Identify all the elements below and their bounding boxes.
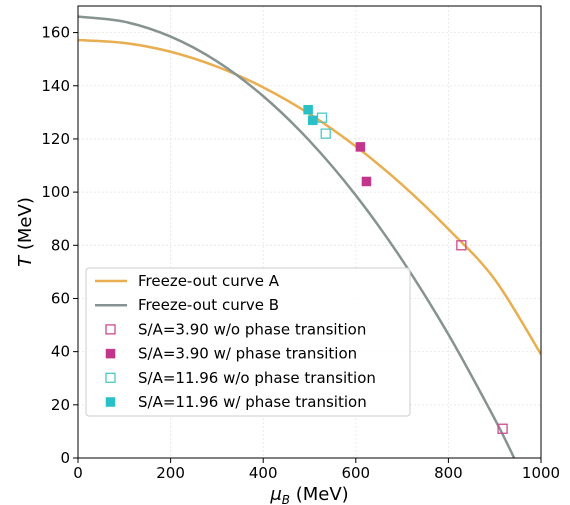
data-point-series-1 bbox=[456, 240, 467, 251]
x-tick-label: 600 bbox=[341, 464, 370, 482]
data-point-series-4 bbox=[303, 104, 313, 115]
x-tick-label: 1000 bbox=[522, 464, 560, 482]
data-point-series-2 bbox=[361, 176, 372, 187]
ticks: 0 200 400 600 800 1000 0 20 40 60 80 100 120 140 160 bbox=[41, 24, 560, 482]
y-tick-label: 20 bbox=[51, 396, 70, 414]
legend-box bbox=[85, 267, 411, 417]
legend-entry-curve-2: Freeze-out curve B bbox=[138, 296, 279, 314]
x-tick-label: 0 bbox=[73, 464, 83, 482]
x-tick-label: 400 bbox=[249, 464, 278, 482]
legend: Freeze-out curve A Freeze-out curve B S/A=… bbox=[85, 267, 411, 417]
legend-entry-markers-1: S/A=3.90 w/o phase transition bbox=[138, 320, 366, 338]
y-tick-label: 60 bbox=[51, 289, 70, 307]
y-tick-label: 160 bbox=[41, 24, 70, 42]
y-tick-label: 80 bbox=[51, 236, 70, 254]
y-axis-label: T (MeV) bbox=[15, 197, 36, 267]
legend-entry-curve-1: Freeze-out curve A bbox=[138, 272, 280, 290]
data-point-series-3 bbox=[316, 112, 328, 123]
x-axis-label: μB (MeV) bbox=[269, 484, 348, 505]
y-tick-label: 100 bbox=[41, 183, 70, 201]
data-point-series-1 bbox=[497, 423, 508, 434]
legend-marker-swatch bbox=[105, 397, 116, 407]
legend-marker-swatch bbox=[105, 348, 116, 359]
y-tick-label: 40 bbox=[51, 343, 70, 361]
y-tick-label: 0 bbox=[60, 449, 70, 467]
plot-frame bbox=[77, 5, 542, 459]
curve-b bbox=[78, 15, 516, 458]
markers bbox=[303, 104, 508, 434]
legend-entry-markers-4: S/A=11.96 w/ phase transition bbox=[138, 393, 367, 411]
legend-entry-markers-2: S/A=3.90 w/ phase transition bbox=[138, 345, 357, 363]
legend-marker-swatch bbox=[105, 324, 116, 335]
data-point-series-3 bbox=[320, 128, 331, 139]
legend-marker-swatch bbox=[105, 372, 116, 383]
data-point-series-4 bbox=[307, 115, 318, 126]
x-tick-label: 200 bbox=[156, 464, 185, 482]
x-tick-label: 800 bbox=[434, 464, 463, 482]
data-point-series-2 bbox=[355, 142, 366, 152]
legend-entry-markers-3: S/A=11.96 w/o phase transition bbox=[138, 369, 376, 387]
y-tick-label: 120 bbox=[41, 130, 70, 148]
y-tick-label: 140 bbox=[41, 77, 70, 95]
